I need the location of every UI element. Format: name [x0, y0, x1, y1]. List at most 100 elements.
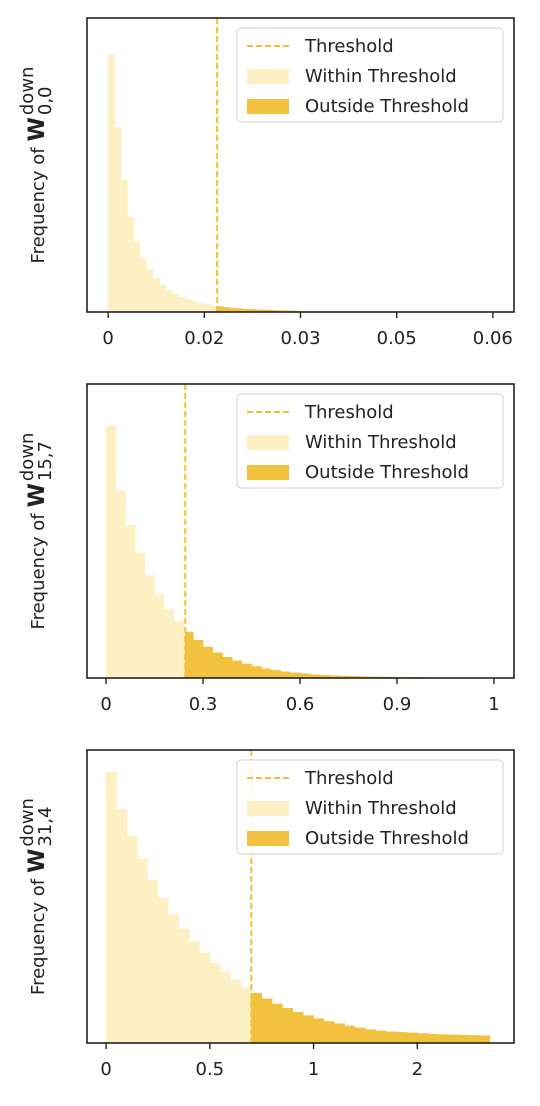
y-label-text: Frequency of W [25, 483, 50, 629]
x-tick-label: 0.06 [473, 328, 513, 349]
x-tick-label: 0.6 [286, 694, 315, 715]
histogram-bar [417, 1033, 428, 1044]
legend-label: Outside Threshold [305, 96, 469, 117]
histogram-bar [261, 998, 273, 1044]
histogram-bar [437, 1034, 449, 1044]
y-label-words: Frequency of [28, 878, 49, 995]
y-label-symbol: W [25, 483, 50, 507]
histogram-bar [146, 269, 154, 313]
histogram-bar [165, 289, 173, 313]
y-label-text: Frequency of W [25, 117, 50, 263]
histogram-bar [282, 1008, 294, 1044]
legend-label: Threshold [304, 402, 394, 423]
histogram-bar [292, 1012, 304, 1044]
histogram-bar [159, 285, 167, 313]
histogram-bar [178, 928, 190, 1044]
histogram-bar [178, 296, 186, 313]
histogram-bar [479, 1035, 491, 1044]
legend-swatch [247, 435, 289, 450]
histogram-bar [396, 1032, 408, 1044]
histogram-bar [375, 1030, 387, 1044]
histogram-bar [448, 1034, 460, 1044]
x-tick-label: 0.03 [280, 328, 320, 349]
histogram-bar [120, 180, 128, 313]
y-label-words: Frequency of [28, 147, 49, 264]
legend-swatch [247, 99, 289, 114]
legend-label: Within Threshold [305, 66, 457, 87]
histogram-bar [134, 552, 146, 679]
histogram-bar [107, 54, 115, 313]
histogram-bar [139, 258, 147, 313]
histogram-bar [173, 621, 184, 679]
histogram-bar [126, 835, 138, 1044]
histogram-bar [105, 425, 117, 679]
legend-label: Threshold [304, 36, 394, 57]
x-tick-label: 0.02 [184, 328, 224, 349]
y-label-words: Frequency of [28, 513, 49, 630]
histogram-bar [222, 656, 233, 679]
histogram-bar [231, 660, 243, 679]
histogram-bar [199, 952, 211, 1044]
legend-label: Outside Threshold [305, 462, 469, 483]
x-tick-label: 0.5 [196, 1059, 225, 1080]
y-label-subscript: 31,4 [35, 807, 56, 847]
histogram-bar [144, 575, 155, 679]
histogram-bar [344, 1025, 356, 1044]
histogram-bar [163, 609, 175, 679]
legend: Threshold Within Threshold Outside Thresho… [236, 759, 504, 855]
histogram-bar [270, 670, 281, 679]
histogram-bar [125, 524, 136, 679]
histogram-bar [191, 301, 199, 313]
axes-frame [86, 749, 515, 1044]
x-tick-label: 0 [102, 328, 113, 349]
histogram-bar [136, 858, 148, 1044]
y-label-symbol: W [25, 849, 50, 873]
x-tick-label: 0 [100, 1059, 111, 1080]
histogram-bar [168, 914, 180, 1044]
histogram-bar [154, 593, 165, 679]
histogram-bar [209, 962, 221, 1044]
x-tick-label: 0.9 [383, 694, 412, 715]
histogram-bar [260, 668, 272, 679]
y-label-superscript: down [17, 433, 38, 482]
histogram-bar [171, 293, 179, 313]
histogram-bar [147, 879, 159, 1044]
histogram-bar [406, 1032, 418, 1044]
histogram-bar [240, 986, 252, 1044]
x-tick-label: 1 [488, 694, 499, 715]
legend-box [236, 393, 504, 489]
histogram-bar [313, 1018, 325, 1044]
histogram-bar [334, 1023, 345, 1044]
histogram-bar [458, 1034, 470, 1044]
histogram-bar [280, 671, 291, 679]
histogram-bar [212, 652, 223, 679]
histogram-bar [127, 216, 135, 313]
histogram-bar [365, 1029, 377, 1044]
x-tick-label: 2 [412, 1059, 423, 1080]
legend-box [236, 759, 504, 855]
histogram-bar [197, 303, 205, 313]
y-label-superscript: down [17, 798, 38, 847]
histogram-bar [468, 1035, 480, 1044]
y-label-superscript: down [17, 67, 38, 116]
legend: Threshold Within Threshold Outside Thresho… [236, 393, 504, 489]
histogram-bar [219, 971, 231, 1044]
histogram-bar [302, 1015, 314, 1044]
x-tick-label: 0.3 [189, 694, 218, 715]
histogram-bar [202, 646, 214, 679]
legend-swatch [247, 831, 289, 846]
legend-label: Within Threshold [305, 798, 457, 819]
histogram-bar [188, 941, 200, 1044]
histogram-bar [133, 241, 141, 313]
x-tick-label: 0.05 [377, 328, 417, 349]
histogram-bar [427, 1033, 439, 1044]
legend-swatch [247, 801, 289, 816]
histogram-bar [105, 772, 117, 1044]
histogram-bar [271, 1003, 283, 1044]
